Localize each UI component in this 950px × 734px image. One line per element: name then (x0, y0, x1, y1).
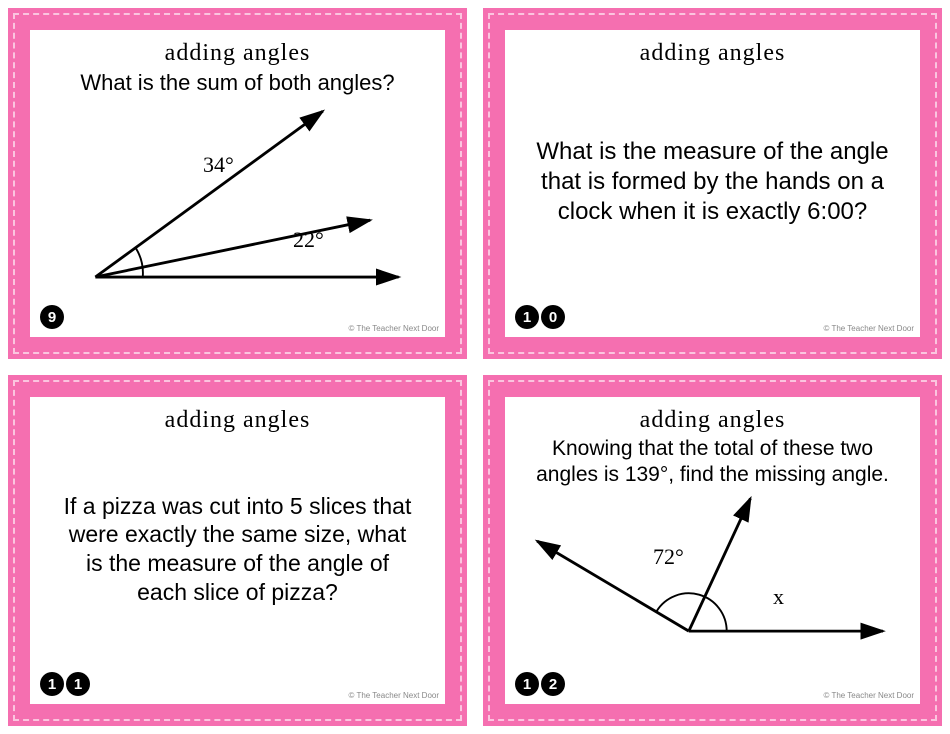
missing-angle-diagram: 72° x (523, 489, 902, 693)
card-question: Knowing that the total of these two angl… (523, 436, 902, 489)
card-question: What is the sum of both angles? (48, 69, 427, 97)
card-number-badge: 9 (40, 305, 64, 329)
card-title: adding angles (48, 407, 427, 434)
card-number-badge: 1 1 (40, 672, 90, 696)
task-card-12: adding angles Knowing that the total of … (483, 375, 942, 726)
card-title: adding angles (48, 40, 427, 67)
badge-digit: 1 (515, 672, 539, 696)
badge-digit: 0 (541, 305, 565, 329)
badge-digit: 1 (40, 672, 64, 696)
task-card-9: adding angles What is the sum of both an… (8, 8, 467, 359)
angle-diagram: 34° 22° (48, 97, 427, 326)
angle-label-2: x (773, 584, 784, 610)
card-number-badge: 1 0 (515, 305, 565, 329)
credit-text: © The Teacher Next Door (823, 324, 914, 333)
task-card-10: adding angles What is the measure of the… (483, 8, 942, 359)
card-question: If a pizza was cut into 5 slices that we… (58, 492, 417, 607)
credit-text: © The Teacher Next Door (348, 324, 439, 333)
credit-text: © The Teacher Next Door (348, 691, 439, 700)
angle-label-2: 22° (293, 227, 324, 253)
card-number-badge: 1 2 (515, 672, 565, 696)
badge-digit: 9 (40, 305, 64, 329)
card-title: adding angles (523, 40, 902, 67)
badge-digit: 1 (515, 305, 539, 329)
card-title: adding angles (523, 407, 902, 434)
badge-digit: 1 (66, 672, 90, 696)
angle-label-1: 34° (203, 152, 234, 178)
angle-label-1: 72° (653, 544, 684, 570)
task-card-11: adding angles If a pizza was cut into 5 … (8, 375, 467, 726)
credit-text: © The Teacher Next Door (823, 691, 914, 700)
badge-digit: 2 (541, 672, 565, 696)
card-question: What is the measure of the angle that is… (533, 137, 892, 227)
